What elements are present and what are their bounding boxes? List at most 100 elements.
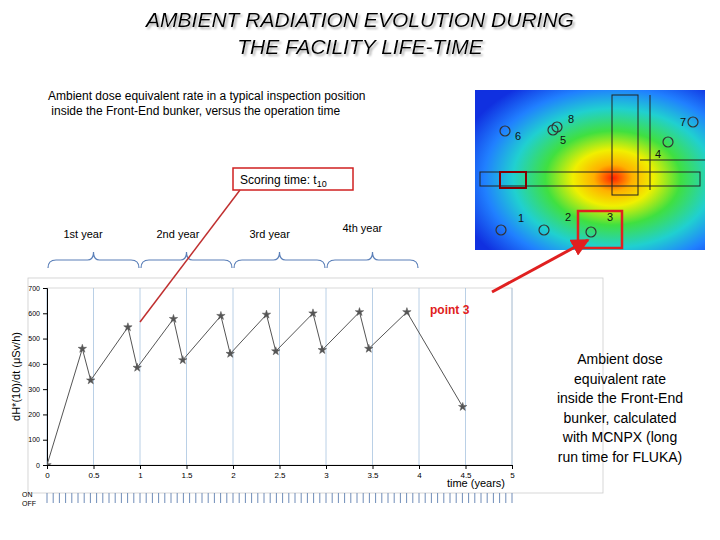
y-tick-mark: [43, 414, 47, 415]
on-off-tick: [450, 493, 451, 503]
on-off-tick: [394, 493, 395, 503]
on-off-tick: [301, 493, 302, 503]
y-tick-mark: [43, 465, 47, 466]
on-label: ON: [22, 491, 33, 498]
x-tick-label: 3.5: [367, 471, 379, 480]
on-off-tick: [195, 493, 196, 503]
on-off-tick: [208, 493, 209, 503]
structure: [650, 95, 651, 190]
on-off-tick: [369, 493, 370, 503]
on-off-tick: [47, 493, 48, 503]
x-tick-mark: [280, 465, 281, 469]
map-point-label: 2: [565, 211, 571, 223]
y-tick: 500: [28, 335, 47, 342]
map-point: [552, 122, 562, 132]
on-off-tick: [468, 493, 469, 503]
scoring-box: [233, 168, 353, 190]
heat-map: 12345678: [475, 90, 705, 250]
on-off-tick: [288, 493, 289, 503]
x-tick-label: 5: [510, 471, 515, 480]
on-off-tick: [412, 493, 413, 503]
y-tick: 300: [28, 386, 47, 393]
caption: bunker, calculated: [564, 410, 677, 426]
on-off-tick: [338, 493, 339, 503]
caption: run time for FLUKA): [558, 449, 682, 465]
on-off-tick: [59, 493, 60, 503]
y-tick-mark: [43, 313, 47, 314]
x-tick-label: 3: [324, 471, 329, 480]
on-off-tick: [437, 493, 438, 503]
y-tick: 600: [28, 310, 47, 317]
data-point: [169, 314, 177, 322]
x-tick-mark: [419, 465, 420, 469]
on-off-tick: [357, 493, 358, 503]
point-label: point 3: [430, 303, 470, 317]
year-label: 1st year: [64, 228, 103, 240]
on-off-tick: [121, 493, 122, 503]
on-off-tick: [127, 493, 128, 503]
plot-frame: [47, 288, 512, 465]
map-point-label: 4: [655, 148, 661, 160]
on-off-tick: [270, 493, 271, 503]
on-off-tick: [239, 493, 240, 503]
year-brace: [48, 252, 139, 268]
y-tick-label: 600: [28, 310, 40, 317]
on-off-tick: [499, 493, 500, 503]
data-point: [179, 356, 187, 364]
y-tick-mark: [43, 364, 47, 365]
x-axis-line: [48, 466, 513, 470]
data-point: [124, 323, 132, 331]
on-off-tick: [251, 493, 252, 503]
on-off-tick: [65, 493, 66, 503]
series-line: [47, 312, 463, 465]
x-tick-label: 0: [45, 471, 50, 480]
on-off-tick: [419, 493, 420, 503]
subtitle: Ambient dose equivalent rate in a typica…: [48, 89, 366, 103]
on-off-tick: [350, 493, 351, 503]
on-off-tick: [146, 493, 147, 503]
on-off-tick: [481, 493, 482, 503]
structure: [500, 172, 526, 188]
on-off-tick: [282, 493, 283, 503]
x-tick-mark: [326, 465, 327, 469]
y-tick-label: 200: [28, 411, 40, 418]
on-off-tick: [245, 493, 246, 503]
y-tick-label: 400: [28, 361, 40, 368]
on-off-tick: [183, 493, 184, 503]
data-point: [87, 376, 95, 384]
map-point: [539, 225, 549, 235]
data-point: [262, 310, 270, 318]
arrow: [492, 240, 588, 292]
x-tick: 0: [45, 465, 50, 480]
on-off-tick: [456, 493, 457, 503]
grid-line: [186, 288, 187, 465]
scoring-subscript: 10: [317, 179, 327, 189]
on-off-tick: [406, 493, 407, 503]
data-point: [272, 347, 280, 355]
on-off-tick: [344, 493, 345, 503]
on-off-tick: [257, 493, 258, 503]
caption: equivalent rate: [574, 371, 666, 387]
on-off-tick: [462, 493, 463, 503]
y-axis-title: dH*(10)/dt (μSv/h): [10, 332, 22, 421]
on-off-tick: [158, 493, 159, 503]
on-off-tick: [276, 493, 277, 503]
data-point: [459, 402, 467, 410]
on-off-tick: [90, 493, 91, 503]
structure: [480, 172, 700, 186]
arrow-line: [140, 190, 240, 322]
slide: AMBIENT RADIATION EVOLUTION DURINGTHE FA…: [0, 0, 720, 540]
data-point: [318, 346, 326, 354]
x-tick-mark: [187, 465, 188, 469]
on-off-tick: [202, 493, 203, 503]
y-tick-label: 500: [28, 335, 40, 342]
map-point-label: 3: [607, 211, 613, 223]
on-off-tick: [140, 493, 141, 503]
on-off-tick: [78, 493, 79, 503]
on-off-tick: [152, 493, 153, 503]
on-off-tick: [431, 493, 432, 503]
grid-line: [372, 288, 373, 465]
on-off-tick: [189, 493, 190, 503]
year-brace: [234, 252, 325, 268]
on-off-tick: [363, 493, 364, 503]
